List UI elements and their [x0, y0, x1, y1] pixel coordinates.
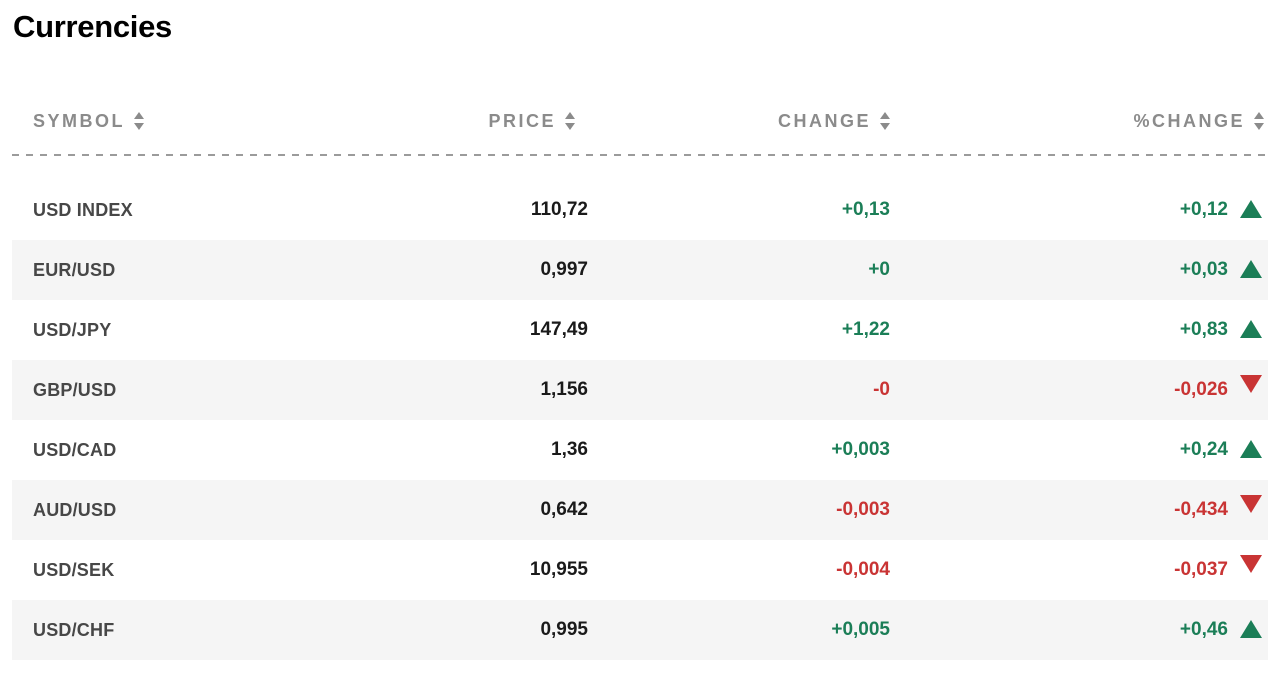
direction-triangle-icon: [1240, 495, 1262, 514]
direction-triangle-icon: [1240, 375, 1262, 394]
pct-change-cell: -0,434: [890, 495, 1268, 521]
price-cell: 0,642: [540, 499, 588, 521]
pct-change-value: +0,46: [1179, 619, 1228, 641]
column-label-pct-change: %CHANGE: [1133, 110, 1245, 131]
column-header-pct-change[interactable]: %CHANGE: [890, 111, 1268, 132]
change-cell: +0,13: [841, 199, 890, 221]
table-body: USD INDEX 110,72 +0,13 +0,12 EUR/USD 0,9…: [12, 180, 1268, 661]
pct-change-cell: -0,026: [890, 375, 1268, 401]
pct-change-cell: +0,24: [890, 439, 1268, 461]
pct-change-cell: +0,83: [890, 319, 1268, 341]
price-cell: 0,997: [540, 259, 588, 281]
column-label-symbol: SYMBOL: [33, 110, 126, 131]
symbol-cell[interactable]: USD/SEK: [33, 559, 115, 580]
symbol-cell[interactable]: GBP/USD: [33, 379, 117, 400]
table-row[interactable]: USD/CAD 1,36 +0,003 +0,24: [12, 420, 1268, 480]
symbol-cell[interactable]: USD/JPY: [33, 319, 112, 340]
direction-triangle-icon: [1240, 555, 1262, 574]
change-cell: +0,005: [831, 619, 890, 641]
pct-change-value: +0,24: [1179, 439, 1228, 461]
pct-change-cell: -0,037: [890, 555, 1268, 581]
price-cell: 0,995: [540, 619, 588, 641]
change-cell: -0,003: [836, 499, 890, 521]
table-header: SYMBOL PRICE CHANGE %CHANGE: [12, 98, 1268, 144]
table-row[interactable]: GBP/USD 1,156 -0 -0,026: [12, 360, 1268, 421]
pct-change-cell: +0,03: [890, 259, 1268, 281]
change-cell: +0: [868, 259, 890, 281]
column-label-change: CHANGE: [777, 110, 871, 131]
price-cell: 147,49: [529, 319, 588, 341]
table-row[interactable]: USD/CHF 0,995 +0,005 +0,46: [12, 600, 1268, 661]
pct-change-cell: +0,12: [890, 199, 1268, 221]
price-cell: 110,72: [530, 199, 588, 221]
table-row[interactable]: AUD/USD 0,642 -0,003 -0,434: [12, 480, 1268, 541]
column-label-price: PRICE: [488, 110, 556, 131]
sort-arrows-icon: [565, 112, 575, 131]
price-cell: 10,955: [529, 559, 588, 581]
table-row[interactable]: EUR/USD 0,997 +0 +0,03: [12, 240, 1268, 301]
pct-change-cell: +0,46: [890, 619, 1268, 641]
column-header-change[interactable]: CHANGE: [588, 111, 890, 132]
direction-triangle-icon: [1240, 260, 1262, 279]
header-divider: [12, 154, 1268, 157]
symbol-cell[interactable]: USD/CHF: [33, 619, 115, 640]
direction-triangle-icon: [1240, 440, 1262, 459]
table-row[interactable]: USD/SEK 10,955 -0,004 -0,037: [12, 540, 1268, 600]
pct-change-value: +0,03: [1179, 259, 1228, 281]
symbol-cell[interactable]: EUR/USD: [33, 259, 116, 280]
change-cell: -0,004: [836, 559, 890, 581]
price-cell: 1,36: [551, 439, 588, 461]
direction-triangle-icon: [1240, 620, 1262, 639]
direction-triangle-icon: [1240, 200, 1262, 219]
sort-arrows-icon: [880, 112, 890, 131]
column-header-symbol[interactable]: SYMBOL: [12, 111, 272, 132]
pct-change-value: +0,83: [1179, 319, 1228, 341]
pct-change-value: -0,026: [1174, 379, 1228, 401]
price-cell: 1,156: [540, 379, 588, 401]
pct-change-value: -0,037: [1174, 559, 1228, 581]
page-title: Currencies: [13, 9, 172, 44]
symbol-cell[interactable]: AUD/USD: [33, 499, 117, 520]
sort-arrows-icon: [1254, 112, 1264, 131]
change-cell: -0: [873, 379, 890, 401]
currencies-widget: Currencies SYMBOL PRICE CHANGE %CHANGE U…: [0, 9, 1280, 690]
table-row[interactable]: USD INDEX 110,72 +0,13 +0,12: [12, 180, 1268, 240]
table-row[interactable]: USD/JPY 147,49 +1,22 +0,83: [12, 300, 1268, 360]
column-header-price[interactable]: PRICE: [272, 111, 588, 132]
change-cell: +1,22: [841, 319, 890, 341]
pct-change-value: -0,434: [1174, 499, 1228, 521]
symbol-cell[interactable]: USD/CAD: [33, 439, 117, 460]
change-cell: +0,003: [831, 439, 890, 461]
symbol-cell[interactable]: USD INDEX: [33, 199, 133, 220]
direction-triangle-icon: [1240, 320, 1262, 339]
sort-arrows-icon: [134, 112, 145, 131]
pct-change-value: +0,12: [1179, 199, 1228, 221]
